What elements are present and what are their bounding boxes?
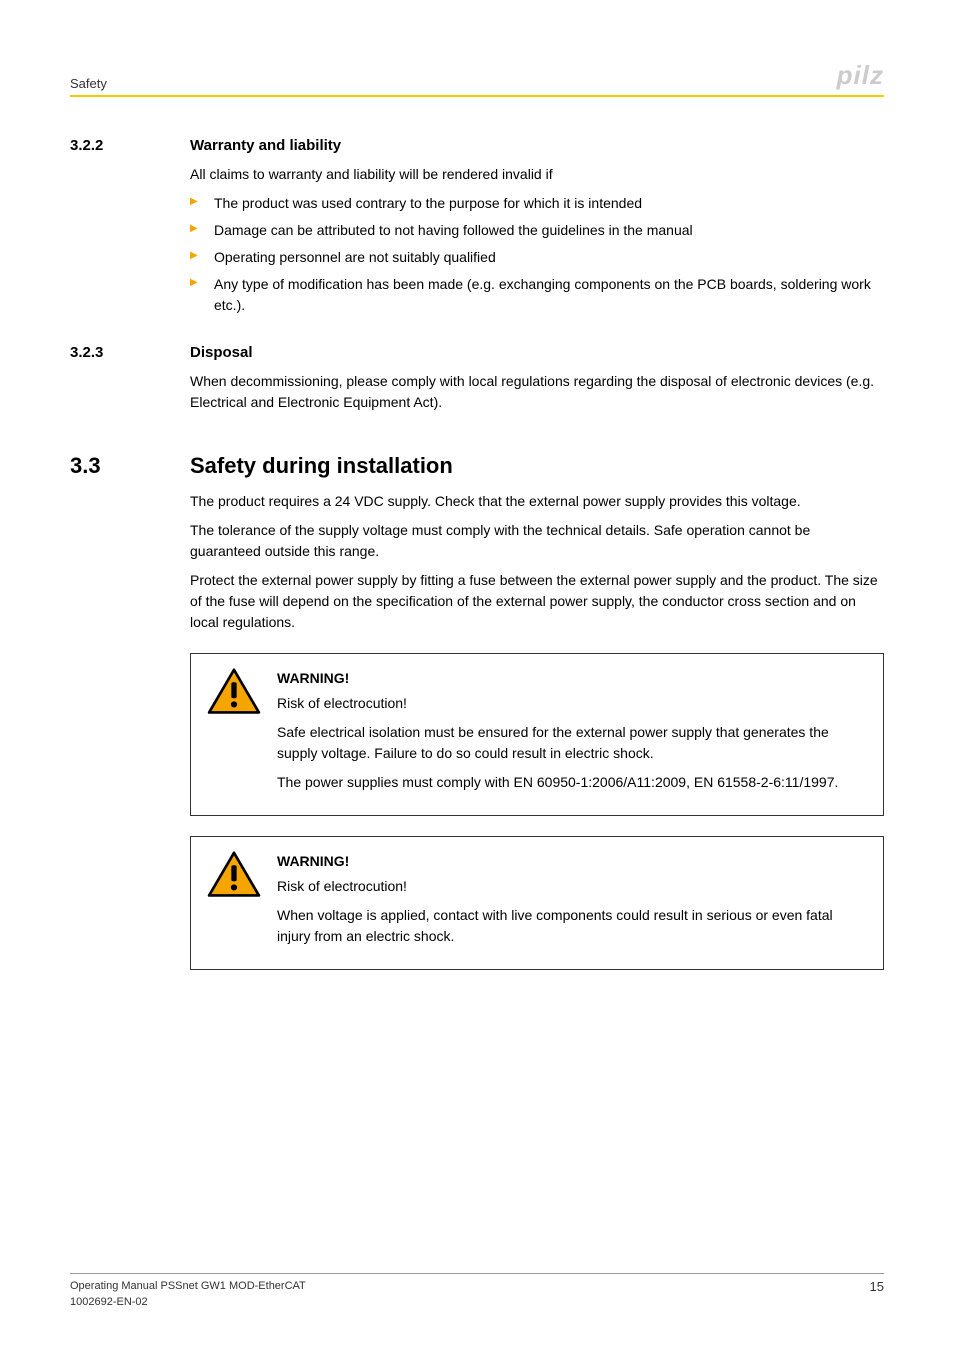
list-item: Damage can be attributed to not having f… — [190, 220, 884, 241]
footer-left: Operating Manual PSSnet GW1 MOD-EtherCAT… — [70, 1279, 306, 1310]
warning-1-line1: Risk of electrocution! — [277, 693, 867, 714]
section-33-para1: The product requires a 24 VDC supply. Ch… — [190, 491, 884, 512]
list-item: The product was used contrary to the pur… — [190, 193, 884, 214]
page-header: Safety pilz — [70, 60, 884, 97]
warning-2-line1: Risk of electrocution! — [277, 876, 867, 897]
section-33-para2: The tolerance of the supply voltage must… — [190, 520, 884, 562]
footer-page-number: 15 — [870, 1279, 884, 1310]
warning-2-line2: When voltage is applied, contact with li… — [277, 905, 867, 947]
footer-doc-title: Operating Manual PSSnet GW1 MOD-EtherCAT — [70, 1279, 306, 1294]
warning-2-content: WARNING! Risk of electrocution! When vol… — [277, 851, 867, 955]
page-footer: Operating Manual PSSnet GW1 MOD-EtherCAT… — [70, 1273, 884, 1310]
brand-logo: pilz — [837, 60, 884, 91]
section-323-heading: 3.2.3 Disposal — [70, 344, 884, 361]
section-323-number: 3.2.3 — [70, 344, 190, 361]
warning-1-content: WARNING! Risk of electrocution! Safe ele… — [277, 668, 867, 801]
section-33-title: Safety during installation — [190, 453, 884, 479]
section-322-intro: All claims to warranty and liability wil… — [190, 164, 884, 185]
footer-doc-id: 1002692-EN-02 — [70, 1295, 306, 1310]
section-33-heading: 3.3 Safety during installation — [70, 453, 884, 479]
list-item: Operating personnel are not suitably qua… — [190, 247, 884, 268]
section-322-number: 3.2.2 — [70, 137, 190, 154]
warning-1-line3: The power supplies must comply with EN 6… — [277, 772, 867, 793]
section-322-heading: 3.2.2 Warranty and liability — [70, 137, 884, 154]
warning-2-title: WARNING! — [277, 851, 867, 872]
section-323-title: Disposal — [190, 344, 884, 361]
warning-triangle-icon — [207, 851, 261, 899]
list-item: Any type of modification has been made (… — [190, 274, 884, 316]
section-323-para: When decommissioning, please comply with… — [190, 371, 884, 413]
warning-box-2: WARNING! Risk of electrocution! When vol… — [190, 836, 884, 970]
warning-1-line2: Safe electrical isolation must be ensure… — [277, 722, 867, 764]
section-33-para3: Protect the external power supply by fit… — [190, 570, 884, 633]
section-322-bullets: The product was used contrary to the pur… — [190, 193, 884, 316]
section-33-number: 3.3 — [70, 453, 190, 479]
section-322-title: Warranty and liability — [190, 137, 884, 154]
warning-1-title: WARNING! — [277, 668, 867, 689]
warning-box-1: WARNING! Risk of electrocution! Safe ele… — [190, 653, 884, 816]
warning-triangle-icon — [207, 668, 261, 716]
header-section-label: Safety — [70, 76, 107, 91]
